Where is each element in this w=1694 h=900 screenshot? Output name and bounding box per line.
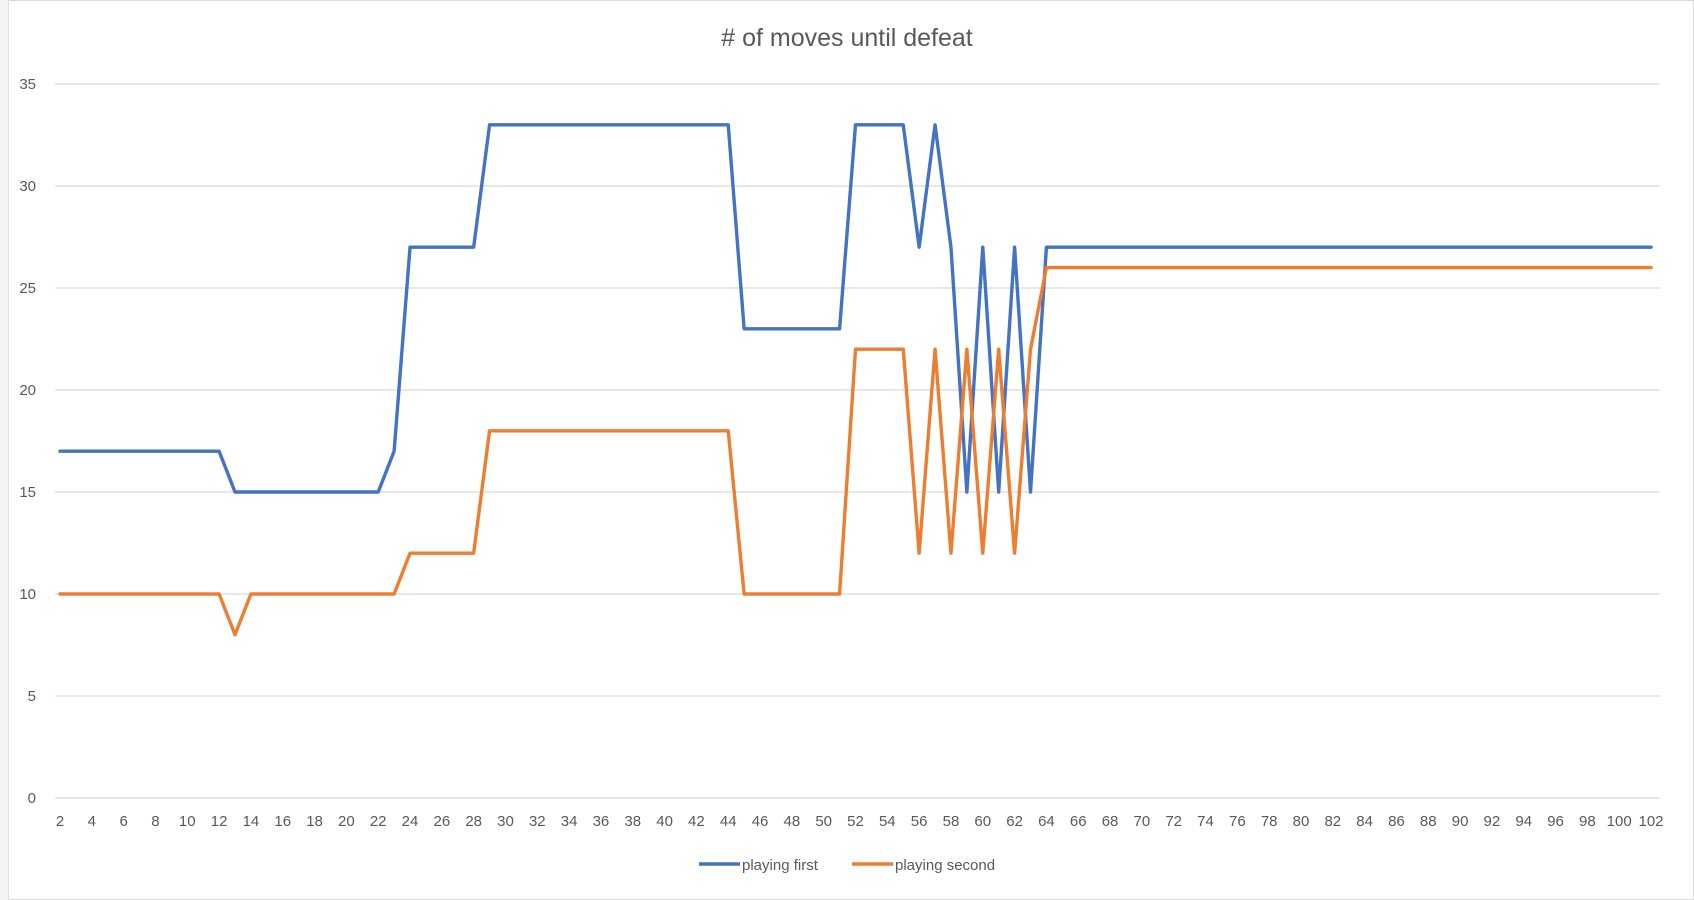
y-tick-label: 5 (28, 688, 36, 705)
x-tick-label: 100 (1607, 813, 1632, 830)
x-tick-label: 44 (720, 813, 737, 830)
x-tick-label: 26 (433, 813, 450, 830)
x-tick-label: 102 (1638, 813, 1663, 830)
x-tick-label: 48 (784, 813, 801, 830)
x-tick-label: 70 (1134, 813, 1151, 830)
x-tick-label: 6 (119, 813, 127, 830)
x-tick-label: 16 (274, 813, 291, 830)
x-tick-label: 94 (1515, 813, 1532, 830)
x-tick-label: 38 (624, 813, 641, 830)
x-tick-label: 66 (1070, 813, 1087, 830)
gridlines (55, 83, 1660, 799)
x-tick-label: 62 (1006, 813, 1023, 830)
x-tick-label: 72 (1165, 813, 1182, 830)
x-tick-label: 10 (179, 813, 196, 830)
y-tick-label: 0 (28, 790, 36, 807)
series-lines (58, 123, 1653, 637)
x-tick-label: 54 (879, 813, 896, 830)
y-tick-label: 30 (19, 178, 36, 195)
x-tick-label: 12 (211, 813, 228, 830)
series-line-playing-second (58, 265, 1653, 637)
y-tick-label: 20 (19, 382, 36, 399)
x-tick-label: 50 (815, 813, 832, 830)
x-tick-label: 98 (1579, 813, 1596, 830)
x-tick-label: 24 (402, 813, 419, 830)
x-tick-label: 22 (370, 813, 387, 830)
x-tick-label: 68 (1102, 813, 1119, 830)
x-tick-label: 90 (1452, 813, 1469, 830)
x-tick-label: 56 (911, 813, 928, 830)
x-tick-label: 30 (497, 813, 514, 830)
x-tick-label: 52 (847, 813, 864, 830)
x-axis-tick-labels: 2 4 6 8 10 12 14 16 18 20 22 24 26 28 30 32 34 36 38 40 42 44… (56, 813, 1664, 830)
y-axis-tick-labels: 0 5 10 15 20 25 30 35 (19, 76, 36, 807)
x-tick-label: 4 (88, 813, 96, 830)
x-tick-label: 20 (338, 813, 355, 830)
x-tick-label: 84 (1356, 813, 1373, 830)
x-tick-label: 42 (688, 813, 705, 830)
x-tick-label: 36 (593, 813, 610, 830)
y-tick-label: 15 (19, 484, 36, 501)
x-tick-label: 32 (529, 813, 546, 830)
x-tick-label: 82 (1324, 813, 1341, 830)
chart-title: # of moves until defeat (721, 24, 973, 52)
legend-label-playing-second: playing second (895, 857, 995, 874)
x-tick-label: 34 (561, 813, 578, 830)
y-tick-label: 10 (19, 586, 36, 603)
x-tick-label: 86 (1388, 813, 1405, 830)
x-tick-label: 58 (943, 813, 960, 830)
x-tick-label: 96 (1547, 813, 1564, 830)
x-tick-label: 46 (752, 813, 769, 830)
legend-label-playing-first: playing first (742, 857, 819, 874)
x-tick-label: 14 (243, 813, 260, 830)
x-tick-label: 64 (1038, 813, 1055, 830)
x-tick-label: 92 (1484, 813, 1501, 830)
x-tick-label: 40 (656, 813, 673, 830)
x-tick-label: 18 (306, 813, 323, 830)
x-tick-label: 80 (1293, 813, 1310, 830)
x-tick-label: 8 (151, 813, 159, 830)
x-tick-label: 88 (1420, 813, 1437, 830)
x-tick-label: 76 (1229, 813, 1246, 830)
x-tick-label: 74 (1197, 813, 1214, 830)
sheet-edge (0, 0, 9, 900)
y-tick-label: 25 (19, 280, 36, 297)
legend: playing first playing second (699, 857, 995, 874)
series-line-playing-first (58, 123, 1653, 494)
x-tick-label: 2 (56, 813, 64, 830)
x-tick-label: 78 (1261, 813, 1278, 830)
x-tick-label: 60 (974, 813, 991, 830)
x-tick-label: 28 (465, 813, 482, 830)
y-tick-label: 35 (19, 76, 36, 93)
